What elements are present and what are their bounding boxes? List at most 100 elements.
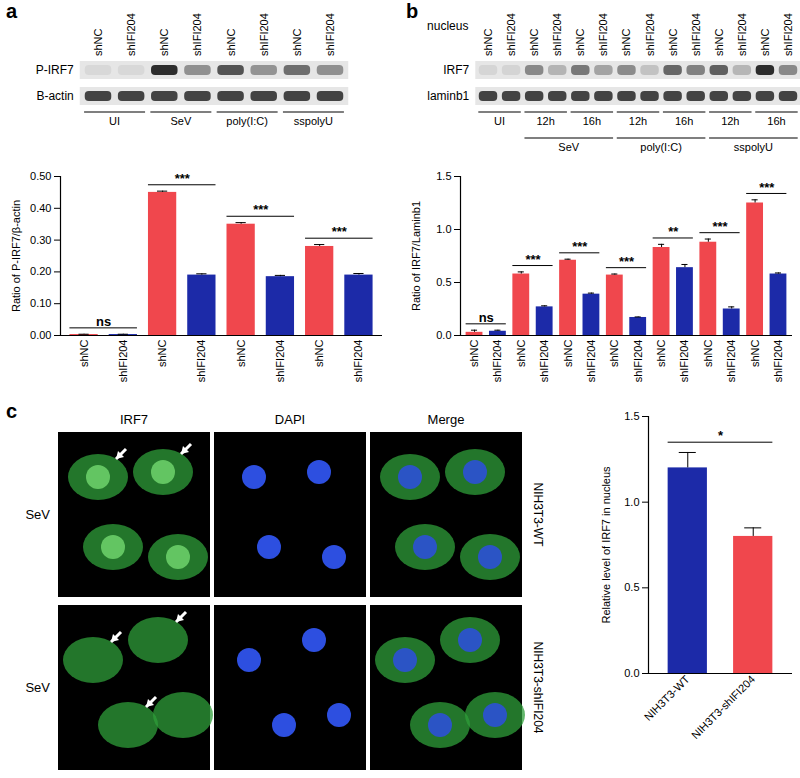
- svg-text:1.0: 1.0: [624, 496, 639, 508]
- svg-text:shNC: shNC: [515, 339, 527, 367]
- svg-text:laminb1: laminb1: [427, 89, 469, 103]
- svg-text:***: ***: [253, 202, 269, 217]
- svg-text:shNC: shNC: [468, 339, 480, 367]
- svg-text:0.50: 0.50: [30, 170, 51, 182]
- svg-text:shIFI204: shIFI204: [736, 13, 748, 56]
- svg-text:shNC: shNC: [620, 28, 632, 56]
- svg-text:shIFI204: shIFI204: [125, 13, 137, 56]
- svg-text:shIFI204: shIFI204: [117, 340, 129, 383]
- svg-text:0.00: 0.00: [30, 329, 51, 341]
- svg-text:shNC: shNC: [92, 28, 104, 56]
- svg-text:***: ***: [619, 254, 635, 269]
- svg-text:NIH3T3-shIFI204: NIH3T3-shIFI204: [689, 673, 757, 741]
- svg-text:*: *: [718, 428, 724, 443]
- svg-text:1.5: 1.5: [436, 170, 451, 182]
- svg-text:0.30: 0.30: [30, 234, 51, 246]
- svg-text:shIFI204: shIFI204: [491, 340, 503, 383]
- svg-text:1.0: 1.0: [436, 223, 451, 235]
- svg-text:SeV: SeV: [170, 115, 191, 127]
- svg-text:shNC: shNC: [702, 339, 714, 367]
- svg-text:shNC: shNC: [291, 28, 303, 56]
- svg-text:***: ***: [525, 252, 541, 267]
- svg-text:SeV: SeV: [25, 680, 50, 695]
- svg-text:16h: 16h: [675, 115, 693, 127]
- svg-text:NIH3T3-shIFI204: NIH3T3-shIFI204: [531, 641, 545, 733]
- svg-text:a: a: [6, 0, 18, 22]
- svg-text:Ratio of P-IRF7/β-actin: Ratio of P-IRF7/β-actin: [10, 200, 22, 312]
- svg-text:shNC: shNC: [562, 339, 574, 367]
- svg-text:Ratio of IRF7/Laminb1: Ratio of IRF7/Laminb1: [410, 201, 422, 311]
- svg-text:shNC: shNC: [158, 28, 170, 56]
- svg-text:shNC: shNC: [713, 28, 725, 56]
- svg-text:poly(I:C): poly(I:C): [640, 141, 682, 153]
- svg-text:Relative level of IRF7 in nucl: Relative level of IRF7 in nucleus: [600, 466, 612, 624]
- svg-text:NIH3T3-WT: NIH3T3-WT: [531, 483, 545, 548]
- svg-text:nucleus: nucleus: [427, 19, 468, 33]
- svg-text:sspolyU: sspolyU: [734, 141, 773, 153]
- svg-text:0.10: 0.10: [30, 297, 51, 309]
- svg-text:shIFI204: shIFI204: [505, 13, 517, 56]
- svg-text:shNC: shNC: [574, 28, 586, 56]
- svg-text:***: ***: [332, 224, 348, 239]
- svg-text:shIFI204: shIFI204: [690, 13, 702, 56]
- svg-text:IRF7: IRF7: [120, 412, 148, 427]
- svg-text:16h: 16h: [767, 115, 785, 127]
- svg-text:shIFI204: shIFI204: [324, 13, 336, 56]
- svg-text:NIH3T3-WT: NIH3T3-WT: [642, 673, 692, 723]
- svg-text:shNC: shNC: [655, 339, 667, 367]
- svg-text:1.5: 1.5: [624, 410, 639, 422]
- svg-text:0.0: 0.0: [436, 329, 451, 341]
- svg-text:0.5: 0.5: [624, 581, 639, 593]
- svg-text:shNC: shNC: [78, 339, 90, 367]
- svg-text:16h: 16h: [583, 115, 601, 127]
- svg-text:shIFI204: shIFI204: [258, 13, 270, 56]
- svg-text:shIFI204: shIFI204: [538, 340, 550, 383]
- svg-text:IRF7: IRF7: [443, 63, 469, 77]
- svg-text:12h: 12h: [537, 115, 555, 127]
- svg-text:12h: 12h: [629, 115, 647, 127]
- svg-text:SeV: SeV: [25, 507, 50, 522]
- svg-text:shIFI204: shIFI204: [191, 13, 203, 56]
- svg-text:Merge: Merge: [428, 412, 465, 427]
- svg-text:0.40: 0.40: [30, 202, 51, 214]
- svg-text:UI: UI: [109, 115, 120, 127]
- svg-text:c: c: [6, 400, 17, 422]
- svg-text:UI: UI: [494, 115, 505, 127]
- svg-text:shIFI204: shIFI204: [274, 340, 286, 383]
- svg-text:shIFI204: shIFI204: [632, 340, 644, 383]
- svg-text:shNC: shNC: [313, 339, 325, 367]
- svg-text:P-IRF7: P-IRF7: [36, 63, 74, 77]
- svg-text:0.0: 0.0: [624, 667, 639, 679]
- svg-text:shIFI204: shIFI204: [195, 340, 207, 383]
- svg-text:shNC: shNC: [608, 339, 620, 367]
- svg-text:shNC: shNC: [667, 28, 679, 56]
- svg-text:***: ***: [175, 171, 191, 186]
- svg-text:shIFI204: shIFI204: [597, 13, 609, 56]
- svg-text:shNC: shNC: [528, 28, 540, 56]
- svg-text:shNC: shNC: [225, 28, 237, 56]
- svg-text:0.5: 0.5: [436, 276, 451, 288]
- svg-text:shIFI204: shIFI204: [772, 340, 784, 383]
- svg-text:shIFI204: shIFI204: [725, 340, 737, 383]
- svg-text:shNC: shNC: [235, 339, 247, 367]
- svg-text:poly(I:C): poly(I:C): [226, 115, 268, 127]
- svg-text:12h: 12h: [721, 115, 739, 127]
- svg-text:B-actin: B-actin: [36, 89, 73, 103]
- svg-text:***: ***: [572, 239, 588, 254]
- svg-text:shNC: shNC: [156, 339, 168, 367]
- svg-text:shIFI204: shIFI204: [551, 13, 563, 56]
- svg-text:***: ***: [712, 219, 728, 234]
- svg-text:shIFI204: shIFI204: [644, 13, 656, 56]
- svg-text:ns: ns: [96, 314, 111, 329]
- svg-text:shIFI204: shIFI204: [352, 340, 364, 383]
- svg-text:DAPI: DAPI: [275, 412, 305, 427]
- svg-text:SeV: SeV: [558, 141, 579, 153]
- svg-text:shIFI204: shIFI204: [782, 13, 794, 56]
- svg-text:shIFI204: shIFI204: [585, 340, 597, 383]
- svg-text:shNC: shNC: [749, 339, 761, 367]
- svg-text:shIFI204: shIFI204: [678, 340, 690, 383]
- svg-text:b: b: [406, 0, 418, 22]
- svg-text:shNC: shNC: [482, 28, 494, 56]
- svg-text:ns: ns: [479, 310, 494, 325]
- svg-text:sspolyU: sspolyU: [294, 115, 333, 127]
